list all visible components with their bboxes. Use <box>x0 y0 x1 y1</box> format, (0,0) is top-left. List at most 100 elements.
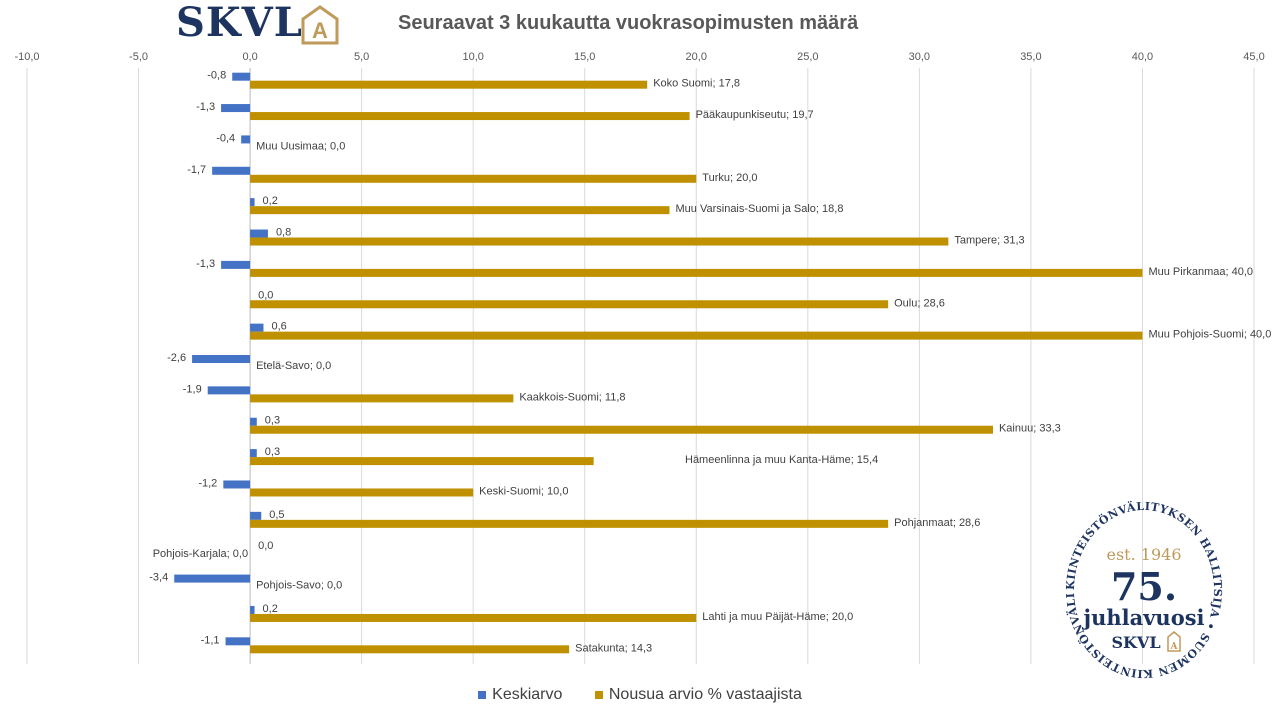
x-tick-label: 0,0 <box>242 51 257 63</box>
data-label-nousua: Oulu; 28,6 <box>894 297 945 309</box>
x-tick-label: -5,0 <box>129 51 148 63</box>
data-label-keskiarvo: -2,6 <box>167 352 186 364</box>
bar-keskiarvo <box>241 135 251 144</box>
data-label-nousua: Etelä-Savo; 0,0 <box>256 360 331 372</box>
data-label-nousua: Muu Pohjois-Suomi; 40,0 <box>1148 329 1271 341</box>
x-tick-label: 15,0 <box>574 51 595 63</box>
data-label-nousua: Kaakkois-Suomi; 11,8 <box>519 391 625 403</box>
data-label-nousua: Keski-Suomi; 10,0 <box>479 485 568 497</box>
bar-keskiarvo <box>221 104 251 113</box>
data-label-keskiarvo: -0,8 <box>207 70 226 82</box>
data-label-nousua: Muu Uusimaa; 0,0 <box>256 140 345 152</box>
x-tick-label: 35,0 <box>1020 51 1041 63</box>
bar-keskiarvo <box>192 355 251 363</box>
bar-keskiarvo <box>223 480 251 489</box>
data-label-nousua: Muu Varsinais-Suomi ja Salo; 18,8 <box>676 203 844 215</box>
data-label-keskiarvo: 0,2 <box>263 195 278 207</box>
bar-nousua <box>250 112 690 121</box>
bar-keskiarvo <box>174 574 251 583</box>
data-label-keskiarvo: -1,9 <box>183 383 202 395</box>
data-label-nousua: Hämeenlinna ja muu Kanta-Häme; 15,4 <box>685 454 878 466</box>
data-label-nousua: Koko Suomi; 17,8 <box>653 78 740 90</box>
badge-word: juhlavuosi <box>1082 605 1205 630</box>
data-label-keskiarvo: 0,3 <box>265 415 280 427</box>
bar-nousua <box>250 457 594 466</box>
bar-nousua <box>250 174 697 183</box>
x-tick-label: 5,0 <box>354 51 369 63</box>
bar-nousua <box>250 331 1143 340</box>
data-label-nousua: Pohjanmaat; 28,6 <box>894 517 980 529</box>
legend-item-keskiarvo: Keskiarvo <box>478 686 562 704</box>
bar-keskiarvo <box>250 229 268 238</box>
legend-swatch-nousua <box>594 690 603 699</box>
x-tick-label: 20,0 <box>686 51 707 63</box>
bar-nousua <box>250 300 889 309</box>
chart-legend: Keskiarvo Nousua arvio % vastaajista <box>0 686 1280 704</box>
badge-number: 75. <box>1111 564 1177 609</box>
legend-label-keskiarvo: Keskiarvo <box>492 686 563 703</box>
x-tick-label: 45,0 <box>1243 51 1264 63</box>
data-label-keskiarvo: 0,5 <box>269 509 284 521</box>
bar-keskiarvo <box>250 417 257 426</box>
legend-label-nousua: Nousua arvio % vastaajista <box>608 686 802 703</box>
data-label-nousua: Turku; 20,0 <box>702 172 757 184</box>
bar-keskiarvo <box>207 386 251 395</box>
logo-mark-letter: A <box>312 18 328 43</box>
data-label-nousua: Pääkaupunkiseutu; 19,7 <box>696 109 814 121</box>
bar-keskiarvo <box>232 72 251 81</box>
skvl-logo: SKVL A <box>176 0 346 46</box>
data-label-nousua: Pohjois-Karjala; 0,0 <box>153 548 248 560</box>
data-label-nousua: Lahti ja muu Päijät-Häme; 20,0 <box>702 611 853 623</box>
bar-nousua <box>250 488 474 497</box>
data-label-nousua: Kainuu; 33,3 <box>999 423 1061 435</box>
badge-logo-mark: A <box>1170 642 1179 652</box>
bar-nousua <box>250 206 670 215</box>
badge-house-icon <box>1167 631 1181 652</box>
data-label-keskiarvo: -1,1 <box>201 634 220 646</box>
x-tick-label: 30,0 <box>909 51 930 63</box>
x-tick-label: -10,0 <box>14 51 39 63</box>
x-tick-label: 40,0 <box>1132 51 1153 63</box>
data-label-nousua: Pohjois-Savo; 0,0 <box>256 580 342 592</box>
bar-keskiarvo <box>250 511 262 520</box>
x-tick-label: 25,0 <box>797 51 818 63</box>
data-label-keskiarvo: -3,4 <box>149 572 168 584</box>
legend-swatch-keskiarvo <box>478 690 487 699</box>
bar-keskiarvo <box>250 323 264 332</box>
bar-nousua <box>250 645 570 654</box>
data-label-nousua: Satakunta; 14,3 <box>575 642 652 654</box>
data-label-keskiarvo: 0,2 <box>263 603 278 615</box>
data-label-keskiarvo: -1,3 <box>196 101 215 113</box>
x-tick-label: 10,0 <box>462 51 483 63</box>
logo-house-icon: A <box>301 5 339 45</box>
badge-logo-text: SKVL <box>1111 633 1160 652</box>
bar-nousua <box>250 519 889 528</box>
chart-title: Seuraavat 3 kuukautta vuokrasopimusten m… <box>398 12 859 34</box>
bar-keskiarvo <box>221 260 251 269</box>
badge-est: est. 1946 <box>1107 545 1182 564</box>
bar-nousua <box>250 237 949 246</box>
data-label-keskiarvo: -1,3 <box>196 258 215 270</box>
data-label-keskiarvo: -0,4 <box>216 132 235 144</box>
bar-nousua <box>250 268 1143 277</box>
bar-keskiarvo <box>250 449 257 458</box>
bar-nousua <box>250 425 993 434</box>
bar-keskiarvo <box>212 166 251 175</box>
bar-nousua <box>250 394 514 403</box>
bar-nousua <box>250 80 648 89</box>
legend-item-nousua: Nousua arvio % vastaajista <box>594 686 802 704</box>
bar-keskiarvo <box>225 637 251 646</box>
data-label-nousua: Tampere; 31,3 <box>954 235 1024 247</box>
bar-keskiarvo <box>250 198 255 207</box>
anniversary-badge: KIINTEISTÖNVÄLITYKSEN HALLITSIJA • SUOME… <box>1062 494 1224 680</box>
data-label-keskiarvo: 0,8 <box>276 227 291 239</box>
logo-text: SKVL <box>176 0 303 46</box>
data-label-keskiarvo: -1,2 <box>198 477 217 489</box>
bar-nousua <box>250 613 697 622</box>
data-label-keskiarvo: 0,0 <box>258 540 273 552</box>
data-label-nousua: Muu Pirkanmaa; 40,0 <box>1148 266 1253 278</box>
data-label-keskiarvo: 0,3 <box>265 446 280 458</box>
data-label-keskiarvo: -1,7 <box>187 164 206 176</box>
bar-keskiarvo <box>250 605 255 614</box>
